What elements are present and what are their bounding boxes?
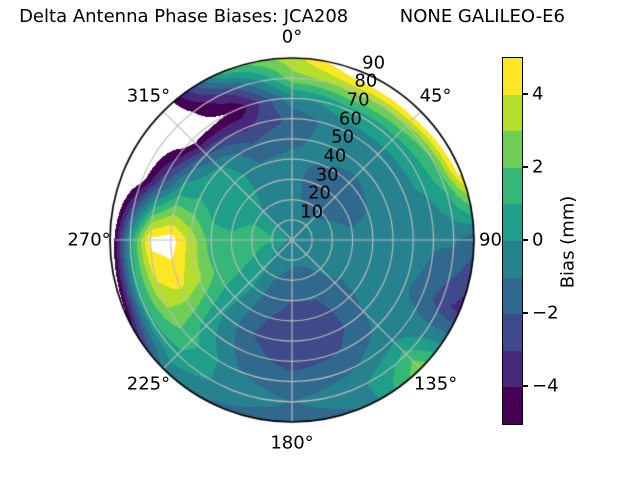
radial-tick-label: 10	[300, 201, 324, 223]
radial-tick-label: 50	[331, 126, 355, 148]
colorbar-tick-label: 4	[532, 83, 544, 105]
colorbar-segment	[503, 277, 522, 315]
azimuth-tick-label: 0°	[281, 26, 303, 48]
colorbar-tick-label: 0	[532, 229, 544, 251]
radial-tick-label: 70	[346, 89, 370, 111]
azimuth-tick-label: 315°	[126, 85, 171, 107]
colorbar-tick-label: 2	[532, 156, 544, 178]
colorbar-segment	[503, 58, 522, 95]
radial-tick-label: 60	[338, 108, 362, 130]
colorbar-segment	[503, 131, 522, 168]
colorbar-segment	[503, 167, 522, 205]
azimuth-tick-label: 45°	[419, 85, 452, 107]
azimuth-tick-label: 135°	[413, 373, 458, 395]
colorbar-tick	[523, 239, 528, 241]
colorbar-axis-label: Bias (mm)	[557, 195, 579, 289]
colorbar-segment	[503, 94, 522, 132]
colorbar-segment	[503, 204, 522, 241]
colorbar-tick	[523, 165, 528, 168]
azimuth-tick-label: 180°	[270, 432, 314, 454]
colorbar-tick-label: −2	[532, 302, 559, 324]
azimuth-tick-label: 225°	[126, 373, 171, 395]
radial-tick-label: 90	[362, 52, 386, 74]
radial-tick-label: 40	[323, 145, 347, 167]
colorbar-segment	[503, 350, 522, 388]
radial-tick-label: 80	[354, 70, 378, 92]
colorbar-segment	[503, 240, 522, 278]
colorbar-tick	[523, 312, 528, 315]
radial-tick-label: 20	[307, 182, 331, 204]
radial-tick-label: 30	[315, 164, 339, 186]
colorbar-segment	[503, 387, 522, 424]
colorbar-segment	[503, 314, 522, 351]
colorbar	[502, 57, 523, 425]
colorbar-tick	[523, 92, 528, 95]
colorbar-tick-label: −4	[532, 375, 559, 397]
colorbar-tick	[523, 385, 528, 388]
azimuth-tick-label: 270°	[67, 229, 111, 251]
